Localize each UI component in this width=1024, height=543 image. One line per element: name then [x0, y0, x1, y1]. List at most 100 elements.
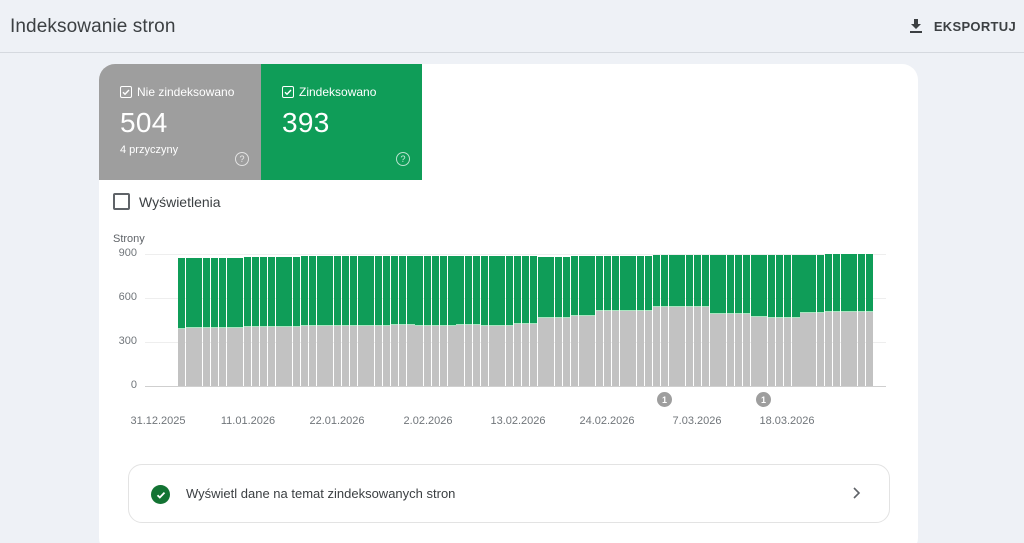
chart-bar[interactable]	[669, 254, 677, 386]
chart-bar[interactable]	[382, 256, 391, 386]
chart-bar[interactable]	[759, 255, 767, 386]
chart-bar[interactable]	[399, 256, 407, 386]
chart-bar[interactable]	[702, 254, 710, 386]
chart-bar[interactable]	[726, 255, 734, 386]
chart-bar[interactable]	[349, 256, 358, 386]
chart-bar[interactable]	[734, 255, 743, 386]
chart-bar[interactable]	[472, 256, 481, 386]
chart-bar[interactable]	[751, 255, 759, 386]
bar-segment-indexed	[783, 255, 792, 318]
chart-bar[interactable]	[611, 255, 620, 386]
chart-bar[interactable]	[571, 256, 579, 386]
chart-bar[interactable]	[480, 255, 489, 386]
chart-bar[interactable]	[251, 257, 260, 386]
chart-bar[interactable]	[800, 255, 808, 386]
chart-bar[interactable]	[276, 257, 284, 386]
tile-indexed[interactable]: Zindeksowano 393 ?	[261, 64, 422, 180]
chart-bar[interactable]	[415, 256, 423, 386]
chart-bar[interactable]	[210, 257, 219, 386]
chart-bar[interactable]	[636, 255, 644, 386]
annotation-marker[interactable]: 1	[756, 392, 771, 407]
chart-bar[interactable]	[374, 256, 382, 386]
checkbox-checked-icon[interactable]	[282, 86, 294, 98]
chart-bar[interactable]	[358, 256, 366, 386]
chart-bar[interactable]	[407, 256, 415, 386]
checkbox-checked-icon[interactable]	[120, 86, 132, 98]
chart-bar[interactable]	[317, 256, 325, 386]
chart-bar[interactable]	[300, 256, 309, 386]
chart-bar[interactable]	[579, 256, 587, 386]
chart-bar[interactable]	[742, 255, 751, 386]
chart-bar[interactable]	[309, 256, 317, 386]
chart-bar[interactable]	[284, 257, 292, 386]
chart-bar[interactable]	[546, 256, 554, 386]
chart-bar[interactable]	[816, 255, 825, 386]
chart-bar[interactable]	[235, 257, 243, 386]
chart-bar[interactable]	[325, 256, 333, 386]
export-button[interactable]: EKSPORTUJ	[908, 14, 1016, 38]
chart-bar[interactable]	[603, 255, 612, 386]
chart-bar[interactable]	[767, 255, 775, 386]
chart-bar[interactable]	[464, 256, 472, 386]
annotation-marker[interactable]: 1	[657, 392, 672, 407]
stacked-bar-chart[interactable]	[178, 250, 874, 386]
chart-bar[interactable]	[824, 254, 833, 386]
chart-bar[interactable]	[857, 254, 865, 386]
chart-bar[interactable]	[178, 258, 186, 386]
chart-bar[interactable]	[456, 256, 464, 386]
chart-bar[interactable]	[841, 254, 849, 386]
chart-bar[interactable]	[652, 254, 661, 386]
chart-bar[interactable]	[243, 257, 251, 386]
bar-segment-divider	[595, 310, 603, 312]
chart-bar[interactable]	[554, 256, 563, 386]
chart-bar[interactable]	[710, 255, 718, 386]
view-indexed-pages-link[interactable]: Wyświetl dane na temat zindeksowanych st…	[128, 464, 890, 523]
chart-bar[interactable]	[292, 257, 301, 386]
help-icon[interactable]: ?	[396, 152, 410, 166]
chart-bar[interactable]	[259, 257, 268, 386]
chart-bar[interactable]	[390, 256, 399, 386]
chart-bar[interactable]	[562, 256, 571, 386]
chart-bar[interactable]	[489, 255, 497, 386]
chart-bar[interactable]	[521, 256, 530, 386]
chart-bar[interactable]	[366, 256, 374, 386]
chart-bar[interactable]	[661, 254, 669, 386]
chart-bar[interactable]	[685, 254, 694, 386]
chart-bar[interactable]	[341, 256, 350, 386]
chart-bar[interactable]	[808, 255, 816, 386]
chart-bar[interactable]	[865, 254, 874, 386]
views-checkbox[interactable]: Wyświetlenia	[113, 193, 221, 210]
chart-bar[interactable]	[849, 254, 857, 386]
tile-not-indexed[interactable]: Nie zindeksowano 504 4 przyczyny ?	[99, 64, 261, 180]
chart-bar[interactable]	[268, 257, 276, 386]
chart-bar[interactable]	[505, 255, 513, 386]
chart-bar[interactable]	[423, 256, 432, 386]
chart-bar[interactable]	[333, 256, 341, 386]
chart-bar[interactable]	[587, 256, 595, 386]
chart-bar[interactable]	[530, 256, 538, 386]
chart-bar[interactable]	[194, 257, 202, 386]
chart-bar[interactable]	[620, 255, 628, 386]
help-icon[interactable]: ?	[235, 152, 249, 166]
chart-bar[interactable]	[693, 254, 702, 386]
chart-bar[interactable]	[538, 256, 546, 386]
chart-bar[interactable]	[792, 255, 800, 386]
chart-bar[interactable]	[677, 254, 685, 386]
chart-bar[interactable]	[783, 255, 792, 386]
checkbox-unchecked-icon[interactable]	[113, 193, 130, 210]
chart-bar[interactable]	[644, 255, 653, 386]
chart-bar[interactable]	[595, 255, 603, 386]
chart-bar[interactable]	[628, 255, 636, 386]
chart-bar[interactable]	[497, 255, 505, 386]
chart-bar[interactable]	[431, 256, 440, 386]
chart-bar[interactable]	[833, 254, 841, 386]
chart-bar[interactable]	[513, 256, 522, 386]
chart-bar[interactable]	[218, 257, 227, 386]
chart-bar[interactable]	[186, 257, 194, 386]
chart-bar[interactable]	[775, 255, 784, 386]
chart-bar[interactable]	[227, 257, 235, 386]
chart-bar[interactable]	[440, 256, 448, 386]
chart-bar[interactable]	[448, 256, 456, 386]
chart-bar[interactable]	[202, 257, 210, 386]
chart-bar[interactable]	[718, 255, 726, 386]
